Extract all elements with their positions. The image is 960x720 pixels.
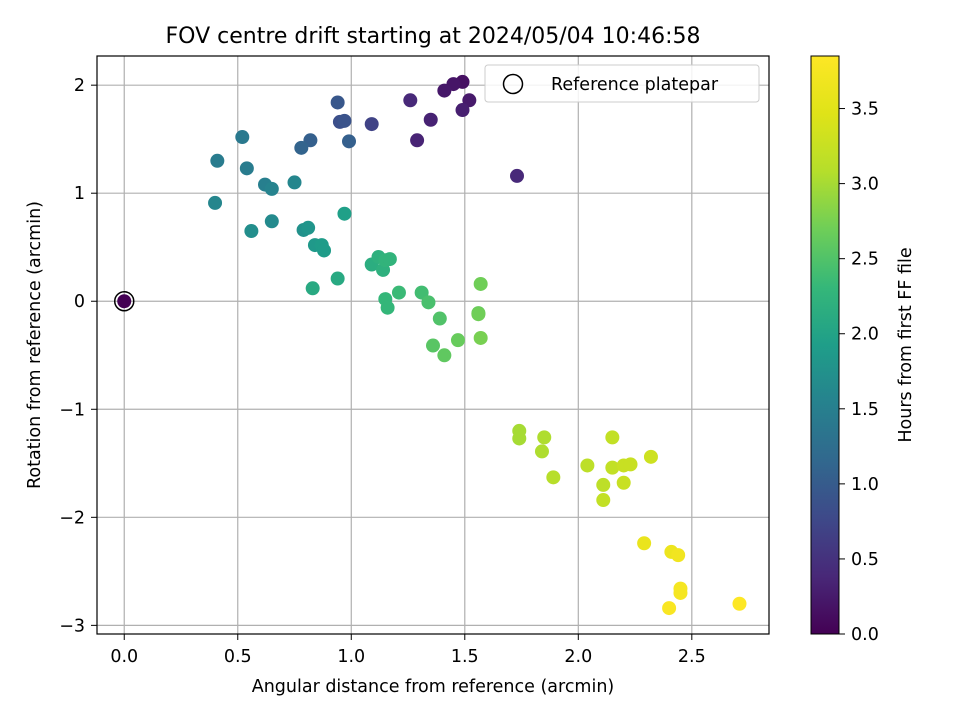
data-point xyxy=(462,93,477,108)
data-point xyxy=(471,307,486,322)
legend-box xyxy=(484,64,760,103)
data-point xyxy=(423,112,438,127)
colorbar xyxy=(810,55,840,635)
data-point xyxy=(437,83,452,98)
x-tick-label: 2.5 xyxy=(678,647,706,667)
y-tick-label: −3 xyxy=(59,616,85,636)
data-point xyxy=(596,477,611,492)
x-axis-ticks: 0.0 0.5 1.0 1.5 2.0 2.5 xyxy=(110,634,706,667)
data-point xyxy=(287,175,302,190)
x-tick-label: 0.0 xyxy=(110,647,138,667)
data-point xyxy=(432,311,447,326)
colorbar-tick-label: 1.5 xyxy=(851,400,879,420)
data-point xyxy=(342,134,356,149)
data-point xyxy=(643,449,658,464)
data-point xyxy=(305,281,320,296)
data-points xyxy=(208,74,747,616)
data-point xyxy=(294,140,309,155)
reference-point-ring xyxy=(113,290,135,312)
y-tick-label: −2 xyxy=(59,508,85,528)
data-point xyxy=(264,214,279,229)
colorbar-label: Hours from first FF file xyxy=(896,247,916,442)
data-point xyxy=(473,330,488,345)
reference-point-fill xyxy=(117,294,132,309)
data-point xyxy=(534,444,549,459)
data-point xyxy=(473,276,488,291)
colorbar-ticks: 0.0 0.5 1.0 1.5 2.0 2.5 3.0 3.5 xyxy=(839,100,879,645)
colorbar-tick-label: 2.0 xyxy=(851,325,879,345)
x-tick-label: 1.5 xyxy=(451,647,479,667)
data-point xyxy=(244,224,259,239)
data-point xyxy=(510,168,524,183)
legend-label: Reference platepar xyxy=(551,75,719,95)
reference-point xyxy=(113,290,135,312)
data-point xyxy=(364,117,379,132)
data-point xyxy=(580,458,595,473)
x-tick-label: 2.0 xyxy=(564,647,592,667)
data-point xyxy=(732,596,747,611)
data-point xyxy=(671,548,686,563)
data-point xyxy=(616,475,631,490)
data-point xyxy=(414,285,429,300)
data-point xyxy=(235,130,250,145)
data-point xyxy=(605,460,620,475)
data-point xyxy=(337,206,352,221)
chart-title: FOV centre drift starting at 2024/05/04 … xyxy=(166,24,701,49)
data-point xyxy=(437,348,452,363)
y-axis-label: Rotation from reference (arcmin) xyxy=(25,201,45,489)
grid-lines xyxy=(97,56,769,634)
data-point xyxy=(301,220,316,235)
y-tick-label: 1 xyxy=(74,184,85,204)
data-point xyxy=(450,333,465,348)
y-axis-ticks: −3 −2 −1 0 1 2 xyxy=(59,76,97,636)
colorbar-tick-label: 0.0 xyxy=(851,625,879,645)
data-point xyxy=(330,95,345,110)
colorbar-tick-label: 3.0 xyxy=(851,175,879,195)
plot-frame xyxy=(96,55,770,635)
data-point xyxy=(239,161,254,176)
data-point xyxy=(546,470,561,485)
data-point xyxy=(421,295,436,310)
data-point xyxy=(317,243,332,258)
data-point xyxy=(455,103,470,118)
data-point xyxy=(662,601,677,616)
y-tick-label: 0 xyxy=(74,292,85,312)
data-point xyxy=(605,430,620,445)
data-point xyxy=(512,431,527,446)
x-tick-label: 1.0 xyxy=(337,647,365,667)
data-point xyxy=(337,113,352,128)
data-point xyxy=(382,252,397,267)
colorbar-tick-label: 3.5 xyxy=(851,100,879,120)
legend: Reference platepar xyxy=(484,64,760,103)
x-tick-label: 0.5 xyxy=(224,647,252,667)
data-point xyxy=(380,300,395,315)
colorbar-tick-label: 0.5 xyxy=(851,550,879,570)
data-point xyxy=(391,285,406,300)
colorbar-tick-label: 1.0 xyxy=(851,475,879,495)
data-point xyxy=(410,133,425,148)
data-point xyxy=(264,181,279,196)
x-axis-label: Angular distance from reference (arcmin) xyxy=(252,677,615,697)
data-point xyxy=(330,271,345,286)
y-tick-label: 2 xyxy=(74,76,85,96)
colorbar-tick-label: 2.5 xyxy=(851,250,879,270)
data-point xyxy=(208,195,223,210)
data-point xyxy=(210,153,225,168)
data-point xyxy=(596,493,611,508)
data-point xyxy=(637,536,652,551)
data-point xyxy=(673,585,688,600)
data-point xyxy=(537,430,552,445)
data-point xyxy=(403,93,418,108)
legend-marker xyxy=(502,73,524,95)
data-point xyxy=(623,457,638,472)
data-point xyxy=(426,338,440,353)
y-tick-label: −1 xyxy=(59,400,85,420)
